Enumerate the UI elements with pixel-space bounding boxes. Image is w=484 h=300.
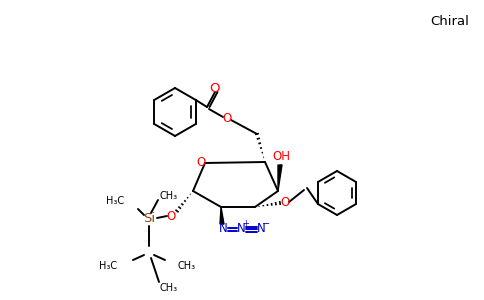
Text: CH₃: CH₃ <box>159 283 177 293</box>
Text: +: + <box>242 220 249 229</box>
Text: Si: Si <box>143 212 155 224</box>
Text: N: N <box>237 223 245 236</box>
Text: O: O <box>210 82 220 94</box>
Text: N: N <box>219 223 227 236</box>
Polygon shape <box>278 165 282 191</box>
Text: N: N <box>257 223 265 236</box>
Text: −: − <box>262 219 271 229</box>
Text: O: O <box>166 209 176 223</box>
Text: H₃C: H₃C <box>99 261 117 271</box>
Text: CH₃: CH₃ <box>177 261 195 271</box>
Text: OH: OH <box>272 151 290 164</box>
Text: O: O <box>280 196 289 209</box>
Text: H₃C: H₃C <box>106 196 124 206</box>
Text: O: O <box>222 112 232 125</box>
Text: O: O <box>197 157 206 169</box>
Text: Chiral: Chiral <box>431 15 469 28</box>
Polygon shape <box>220 207 224 224</box>
Text: CH₃: CH₃ <box>160 191 178 201</box>
